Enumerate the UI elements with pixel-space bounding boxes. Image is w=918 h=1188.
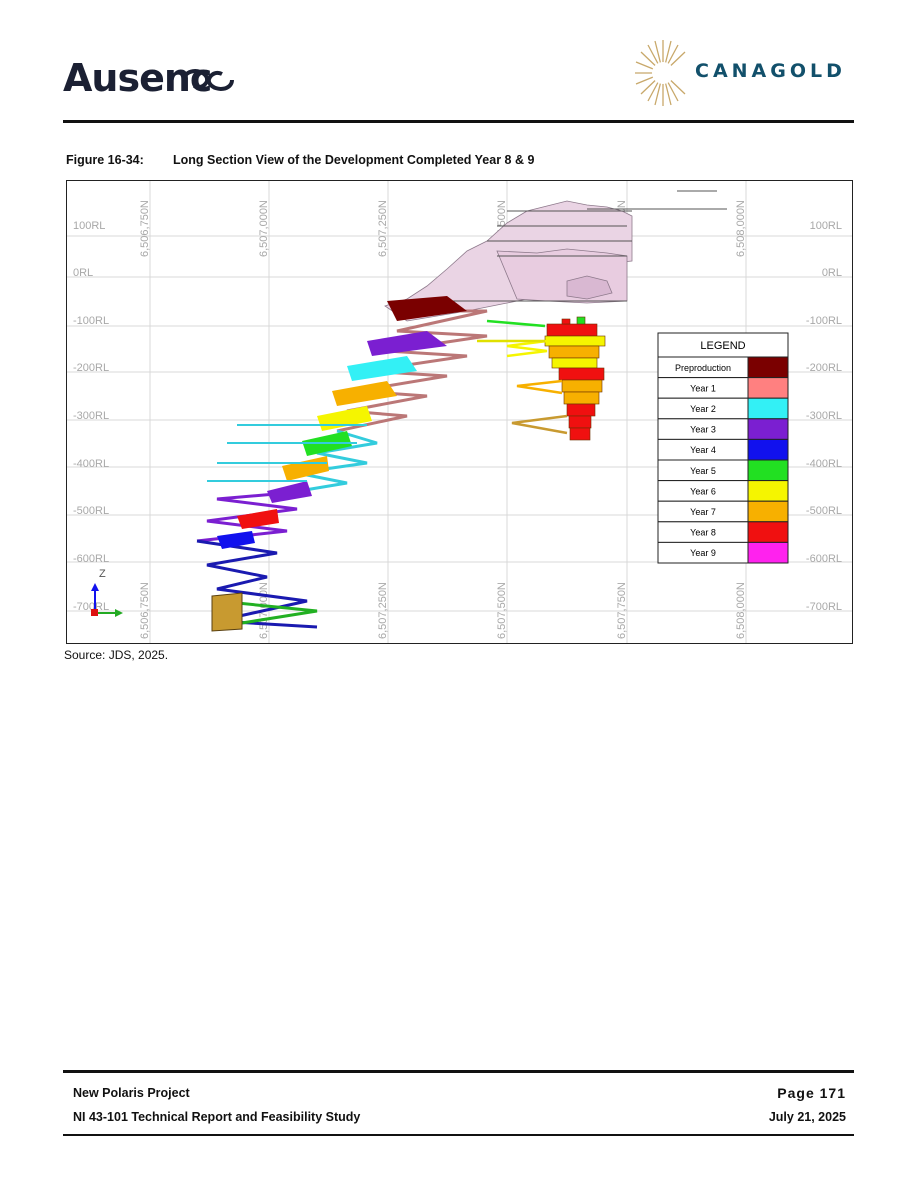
legend-item-label: Year 4	[690, 445, 716, 455]
decline-ramps	[196, 309, 488, 629]
rl-label: -100RL	[806, 315, 842, 327]
northing-label: 6,508,000N	[735, 582, 747, 639]
legend-item-label: Year 1	[690, 384, 716, 394]
legend-item-label: Year 9	[690, 548, 716, 558]
legend-item-label: Year 3	[690, 425, 716, 435]
rl-label: -300RL	[73, 410, 109, 422]
z-axis-label: Z	[99, 568, 106, 580]
northing-label: 6,507,750N	[616, 582, 628, 639]
rl-label: 100RL	[73, 220, 105, 232]
long-section-drawing: 100RL 0RL -100RL -200RL -300RL -400RL -5…	[67, 181, 852, 643]
legend-item-label: Year 6	[690, 487, 716, 497]
rl-label: -500RL	[73, 505, 109, 517]
footer-date: July 21, 2025	[768, 1110, 846, 1124]
legend-item-label: Year 5	[690, 466, 716, 476]
rl-label: -400RL	[73, 458, 109, 470]
rl-label: 0RL	[73, 267, 93, 279]
legend-item-label: Year 8	[690, 528, 716, 538]
rl-label: -300RL	[806, 410, 842, 422]
rl-label: -500RL	[806, 505, 842, 517]
footer-page-number: Page 171	[777, 1085, 846, 1101]
development-blocks	[211, 296, 467, 632]
sunburst-icon	[635, 40, 686, 106]
figure-title: Long Section View of the Development Com…	[173, 153, 535, 167]
rl-label: -100RL	[73, 315, 109, 327]
legend-title: LEGEND	[700, 340, 745, 352]
surface-topography	[384, 200, 633, 322]
stope-access-ramps	[477, 319, 568, 435]
rl-label: -200RL	[73, 362, 109, 374]
rl-label: -600RL	[73, 553, 109, 565]
legend: LEGEND Preproduction Year 1 Year 2 Year …	[657, 332, 789, 564]
figure-number: Figure 16-34:	[66, 153, 144, 167]
rl-label: 100RL	[810, 220, 842, 232]
rl-label: -600RL	[806, 553, 842, 565]
rl-label: -700RL	[806, 601, 842, 613]
footer-report: NI 43-101 Technical Report and Feasibili…	[73, 1110, 361, 1124]
footer-rule	[63, 1070, 854, 1073]
rl-label: 0RL	[822, 267, 842, 279]
northing-label: 6,507,250N	[377, 200, 389, 257]
axis-triad: Z	[91, 568, 123, 617]
footer-project: New Polaris Project	[73, 1086, 190, 1100]
canagold-logo: CANAGOLD	[633, 38, 863, 108]
long-section-figure: 100RL 0RL -100RL -200RL -300RL -400RL -5…	[66, 180, 853, 644]
grid	[67, 181, 852, 643]
rl-labels-right: 100RL 0RL -100RL -200RL -300RL -400RL -5…	[806, 220, 842, 613]
northing-label: 6,507,000N	[258, 200, 270, 257]
canagold-wordmark: CANAGOLD	[695, 60, 846, 82]
stope-blocks	[544, 316, 606, 441]
northing-label: 6,507,250N	[377, 582, 389, 639]
legend-item-label: Year 2	[690, 404, 716, 414]
legend-item-label: Preproduction	[675, 363, 731, 373]
northing-label: 6,506,750N	[139, 200, 151, 257]
rl-label: -400RL	[806, 458, 842, 470]
header-rule	[63, 120, 854, 123]
rl-label: -200RL	[806, 362, 842, 374]
northing-label: 6,508,000N	[735, 200, 747, 257]
figure-source: Source: JDS, 2025.	[64, 648, 169, 662]
northing-label: 6,506,750N	[139, 582, 151, 639]
legend-item-label: Year 7	[690, 507, 716, 517]
level-drives	[207, 424, 367, 482]
rl-label: -700RL	[73, 601, 109, 613]
figure-caption: Figure 16-34: Long Section View of the De…	[66, 153, 534, 167]
footer-rule-bottom	[63, 1134, 854, 1136]
northing-label: 6,507,500N	[496, 582, 508, 639]
ausenco-swirl-icon	[182, 69, 234, 91]
ausenco-logo: Ausenc	[63, 56, 212, 100]
rl-labels-left: 100RL 0RL -100RL -200RL -300RL -400RL -5…	[73, 220, 109, 613]
